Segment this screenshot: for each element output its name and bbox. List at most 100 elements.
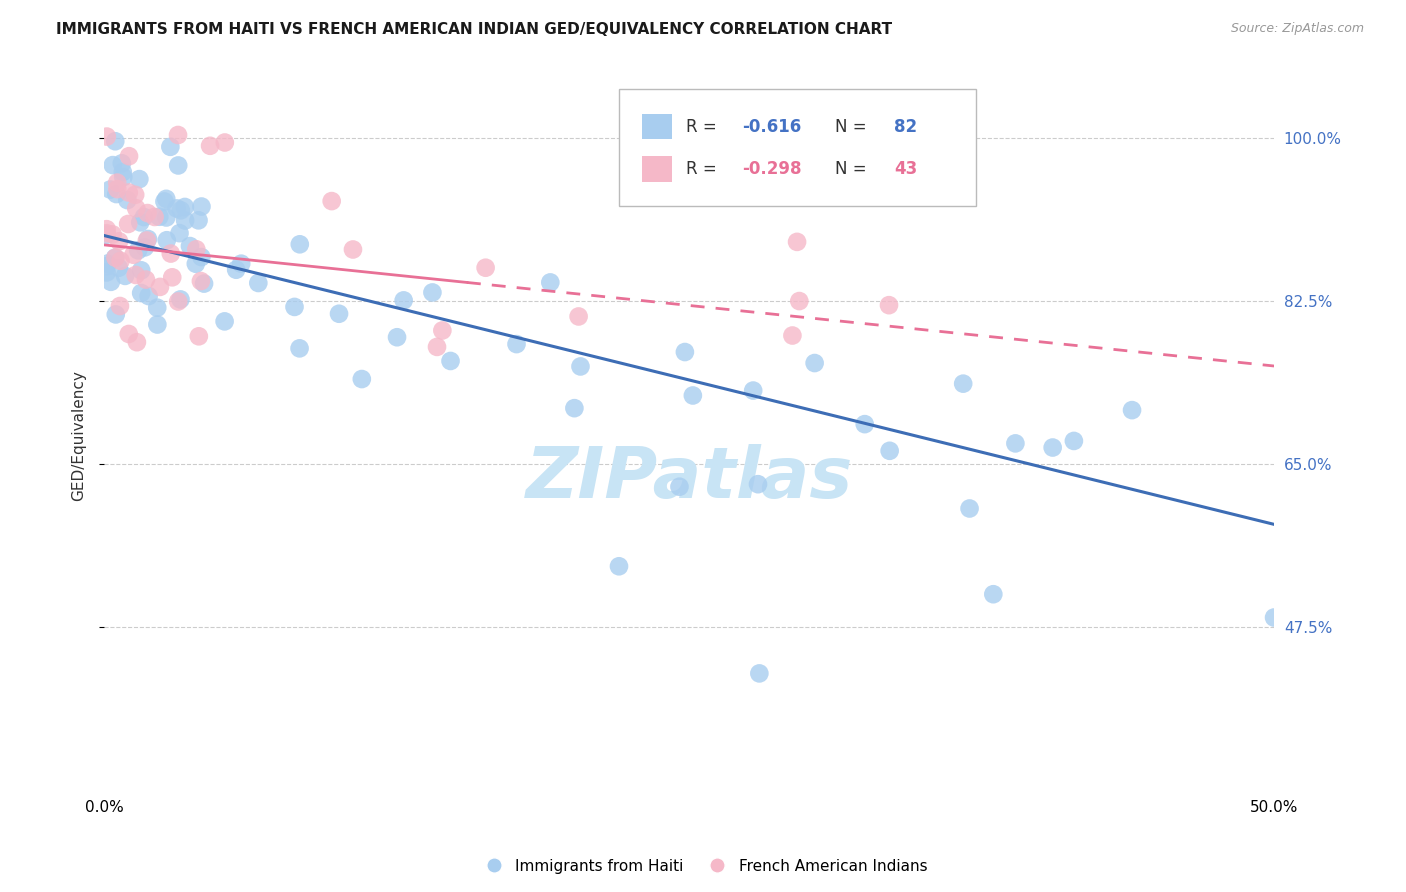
Point (193, 277, 215, 291)
Point (321, 194, 343, 208)
Point (952, 376, 974, 391)
Point (288, 342, 311, 356)
Point (538, 276, 561, 290)
Point (392, 293, 415, 308)
Text: Source: ZipAtlas.com: Source: ZipAtlas.com (1230, 22, 1364, 36)
Point (214, 136, 236, 150)
Point (105, 176, 128, 190)
Point (96, 260, 118, 274)
Point (96, 257, 118, 271)
Point (474, 260, 496, 275)
Point (682, 388, 704, 402)
Text: R =: R = (686, 160, 721, 178)
Point (124, 187, 146, 202)
Point (112, 170, 135, 185)
Point (879, 443, 901, 458)
Point (198, 138, 221, 153)
Point (877, 298, 900, 312)
Point (96, 227, 118, 241)
Point (959, 501, 981, 516)
Point (1042, 441, 1064, 455)
Text: R =: R = (686, 118, 721, 136)
Point (668, 480, 690, 494)
Point (104, 251, 127, 265)
Point (127, 244, 149, 258)
Point (149, 280, 172, 294)
Point (385, 330, 408, 344)
Point (225, 262, 247, 277)
Point (96, 265, 118, 279)
Point (118, 326, 141, 341)
Point (853, 417, 876, 431)
Point (111, 156, 134, 170)
Text: 82: 82 (894, 118, 917, 136)
Point (159, 140, 181, 154)
Point (179, 239, 201, 253)
Text: N =: N = (835, 160, 872, 178)
FancyBboxPatch shape (643, 114, 672, 139)
Point (350, 372, 373, 386)
Point (1263, 610, 1285, 624)
Point (1063, 434, 1085, 448)
Point (786, 235, 808, 249)
Point (134, 240, 156, 254)
Point (214, 314, 236, 328)
Point (782, 328, 804, 343)
Point (143, 210, 166, 224)
Text: ZIPatlas: ZIPatlas (526, 444, 853, 513)
Point (162, 270, 184, 285)
Point (569, 359, 592, 374)
Point (135, 272, 157, 286)
Point (283, 300, 305, 314)
Point (155, 211, 177, 225)
FancyBboxPatch shape (619, 89, 976, 206)
Point (564, 401, 586, 416)
Text: 43: 43 (894, 160, 917, 178)
Point (187, 213, 209, 227)
Point (114, 268, 136, 283)
Point (190, 200, 212, 214)
Point (107, 260, 129, 275)
Point (104, 251, 127, 265)
Point (169, 293, 191, 307)
Y-axis label: GED/Equivalency: GED/Equivalency (72, 370, 86, 501)
Text: -0.298: -0.298 (742, 160, 801, 178)
Point (118, 186, 141, 200)
Point (129, 263, 152, 277)
Point (96, 227, 118, 242)
Point (505, 337, 527, 351)
Point (231, 257, 253, 271)
Legend: Immigrants from Haiti, French American Indians: Immigrants from Haiti, French American I… (472, 853, 934, 880)
Point (125, 335, 148, 350)
Point (122, 248, 145, 262)
Point (789, 294, 811, 309)
Text: N =: N = (835, 118, 872, 136)
Point (136, 206, 159, 220)
Point (146, 301, 169, 315)
Point (747, 477, 769, 491)
Point (981, 587, 1004, 601)
Point (190, 274, 212, 288)
Point (167, 128, 190, 142)
Point (673, 345, 696, 359)
Point (170, 203, 193, 218)
Point (146, 318, 169, 332)
Point (105, 182, 128, 196)
Point (108, 235, 131, 249)
Point (174, 213, 197, 227)
Point (129, 215, 152, 229)
Point (104, 308, 127, 322)
Point (155, 192, 177, 206)
Point (100, 275, 122, 289)
Point (169, 226, 191, 240)
Point (167, 158, 190, 172)
Point (159, 246, 181, 260)
Text: IMMIGRANTS FROM HAITI VS FRENCH AMERICAN INDIAN GED/EQUIVALENCY CORRELATION CHAR: IMMIGRANTS FROM HAITI VS FRENCH AMERICAN… (56, 22, 893, 37)
Point (342, 243, 364, 257)
Point (117, 193, 139, 207)
Point (136, 232, 159, 246)
Point (108, 299, 131, 313)
Point (117, 217, 139, 231)
Point (422, 285, 444, 300)
Point (118, 149, 141, 163)
